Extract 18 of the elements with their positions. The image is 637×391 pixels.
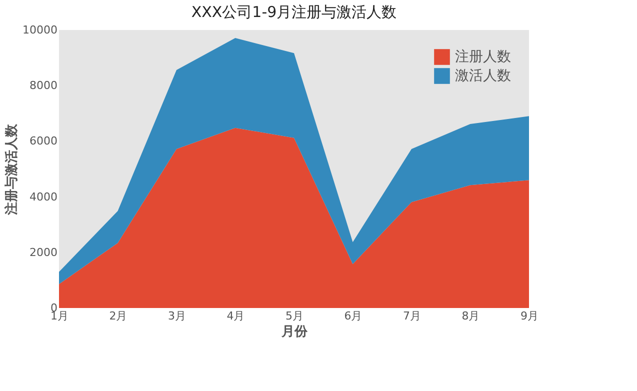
- x-tick-label: 7月: [403, 310, 421, 322]
- legend-label: 注册人数: [455, 49, 511, 65]
- x-tick-label: 9月: [520, 310, 538, 322]
- x-axis-title: 月份: [280, 324, 308, 340]
- x-tick-label: 4月: [226, 310, 245, 322]
- x-tick-label: 5月: [286, 310, 304, 322]
- y-tick-label: 4000: [30, 190, 58, 204]
- x-tick-label: 2月: [109, 310, 128, 322]
- x-tick-label: 8月: [462, 310, 480, 322]
- legend-label: 激活人数: [455, 68, 511, 84]
- y-axis-title: 注册与激活人数: [4, 123, 20, 216]
- y-tick-label: 10000: [22, 24, 58, 36]
- x-tick-label: 6月: [344, 310, 362, 322]
- x-tick-label: 3月: [168, 310, 186, 322]
- y-tick-label: 6000: [30, 134, 58, 148]
- y-tick-label: 2000: [30, 246, 58, 259]
- y-tick-label: 8000: [30, 79, 58, 92]
- chart-title: XXX公司1-9月注册与激活人数: [191, 3, 397, 21]
